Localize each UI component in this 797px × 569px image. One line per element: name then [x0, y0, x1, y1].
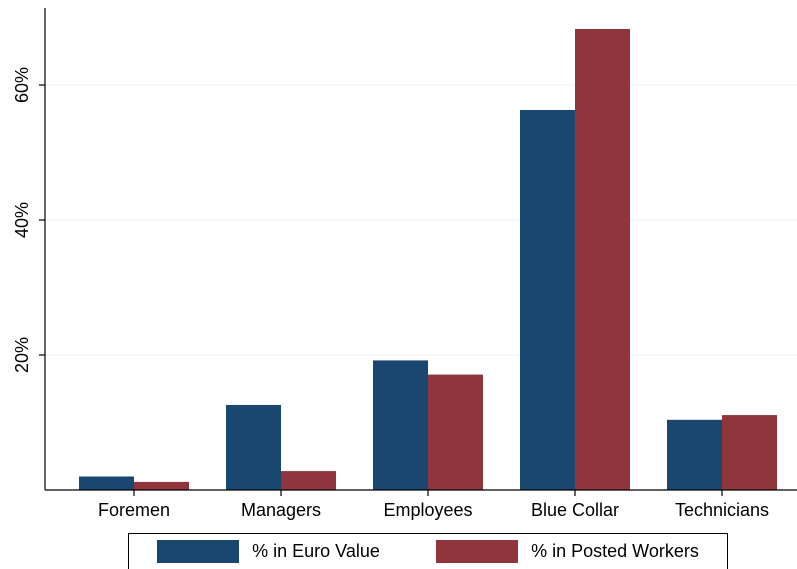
bar-posted-workers	[281, 471, 336, 490]
bar-euro-value	[373, 360, 428, 490]
legend-item-posted-workers: % in Posted Workers	[436, 540, 699, 563]
legend-swatch-euro-value	[157, 540, 240, 563]
bar-euro-value	[667, 419, 722, 490]
x-ticks: Foremen Managers Employees Blue Collar Techn…	[98, 490, 769, 520]
bar-posted-workers	[134, 481, 189, 490]
legend: % in Euro Value % in Posted Workers	[128, 533, 728, 569]
y-tick-label: 60%	[12, 67, 32, 103]
gridlines	[45, 84, 797, 356]
legend-swatch-posted-workers	[436, 540, 519, 563]
x-tick-label: Blue Collar	[531, 500, 619, 520]
y-tick-label: 40%	[12, 202, 32, 238]
bar-chart: 20% 40% 60% Foremen Managers Employees Blue C…	[12, 8, 797, 520]
y-ticks: 20% 40% 60%	[12, 67, 45, 373]
x-tick-label: Employees	[383, 500, 472, 520]
legend-label-euro-value: % in Euro Value	[252, 541, 380, 561]
bar-posted-workers	[428, 374, 483, 490]
bar-euro-value	[520, 109, 575, 490]
legend-label-posted-workers: % in Posted Workers	[531, 541, 699, 561]
bar-euro-value	[79, 476, 134, 490]
legend-item-euro-value: % in Euro Value	[157, 540, 380, 563]
y-tick-label: 20%	[12, 337, 32, 373]
x-tick-label: Technicians	[675, 500, 769, 520]
bar-posted-workers	[722, 415, 777, 490]
bars	[79, 28, 777, 490]
bar-euro-value	[226, 404, 281, 490]
bar-posted-workers	[575, 28, 630, 490]
x-tick-label: Foremen	[98, 500, 170, 520]
x-tick-label: Managers	[241, 500, 321, 520]
